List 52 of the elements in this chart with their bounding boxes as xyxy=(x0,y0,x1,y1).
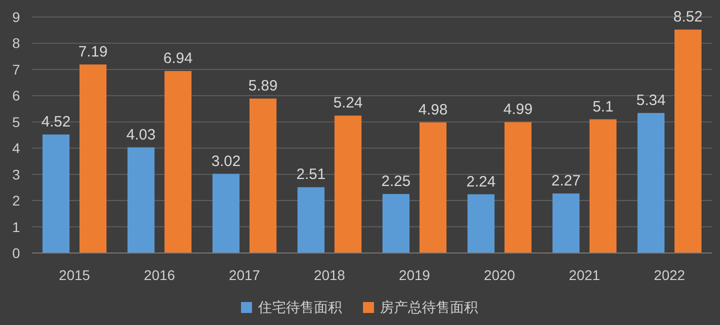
bar xyxy=(80,64,106,253)
legend-label: 住宅待售面积 xyxy=(257,299,342,315)
bar xyxy=(590,119,616,253)
bar xyxy=(552,193,580,253)
data-label: 5.24 xyxy=(333,94,363,112)
data-label: 7.19 xyxy=(78,43,108,60)
y-tick-label: 0 xyxy=(12,245,20,261)
data-label: 4.99 xyxy=(503,101,533,118)
bar xyxy=(128,147,154,253)
data-label: 5.89 xyxy=(248,78,278,95)
y-tick-label: 9 xyxy=(12,9,20,25)
data-label: 5.1 xyxy=(592,98,614,116)
data-label: 2.51 xyxy=(296,166,326,184)
x-tick-label: 2020 xyxy=(484,267,516,283)
bar xyxy=(468,194,494,253)
y-tick-label: 5 xyxy=(12,114,20,130)
bar xyxy=(212,174,240,253)
data-label: 3.02 xyxy=(211,152,241,170)
bar xyxy=(164,71,192,253)
data-label: 6.94 xyxy=(163,50,193,68)
y-tick-label: 6 xyxy=(12,88,20,104)
data-label: 4.03 xyxy=(126,126,156,144)
bar xyxy=(420,122,446,253)
bar xyxy=(504,122,532,253)
bar xyxy=(638,112,664,253)
x-tick-label: 2018 xyxy=(314,267,346,283)
bar xyxy=(382,194,410,253)
x-tick-label: 2017 xyxy=(228,267,260,283)
x-tick-label: 2021 xyxy=(568,267,600,283)
x-tick-label: 2022 xyxy=(654,267,686,283)
bar xyxy=(298,187,324,253)
x-tick-label: 2019 xyxy=(398,267,430,283)
bar xyxy=(334,116,362,253)
y-tick-label: 1 xyxy=(12,218,20,235)
bar xyxy=(42,134,70,253)
data-label: 5.34 xyxy=(636,92,666,109)
x-tick-label: 2016 xyxy=(144,267,176,283)
data-label: 4.52 xyxy=(41,113,71,130)
y-tick-label: 8 xyxy=(12,35,20,52)
data-label: 2.27 xyxy=(551,172,581,190)
data-label: 2.24 xyxy=(466,173,496,190)
y-tick-label: 4 xyxy=(12,140,20,156)
y-tick-label: 7 xyxy=(12,61,20,78)
data-label: 4.98 xyxy=(418,101,448,118)
x-tick-label: 2015 xyxy=(58,267,90,283)
y-tick-label: 2 xyxy=(12,192,20,209)
data-label: 8.52 xyxy=(673,8,703,26)
bar xyxy=(674,30,702,253)
data-label: 2.25 xyxy=(381,173,411,190)
y-tick-label: 3 xyxy=(12,166,20,182)
legend-label: 房产总待售面积 xyxy=(380,299,478,315)
bar xyxy=(250,98,276,253)
